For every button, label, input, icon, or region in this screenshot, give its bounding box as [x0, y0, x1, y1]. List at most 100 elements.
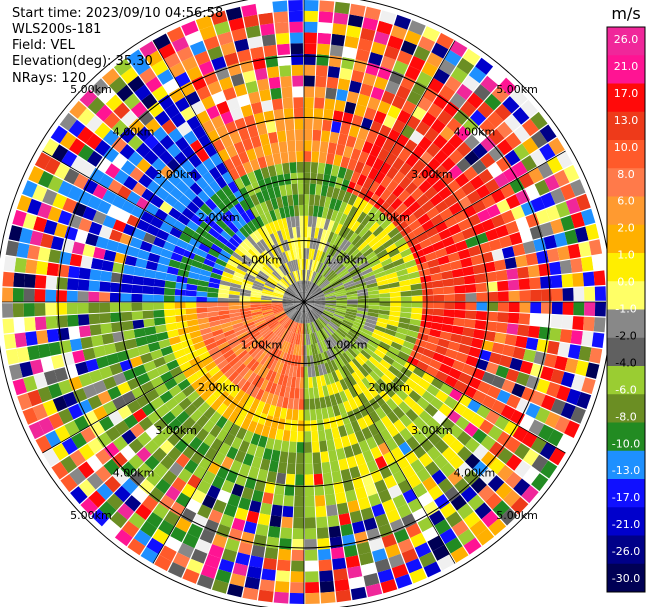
- gate-cell: [25, 331, 38, 346]
- gate-cell: [337, 402, 347, 415]
- gate-cell: [43, 448, 60, 467]
- gate-cell: [261, 293, 273, 297]
- gate-cell: [272, 153, 282, 165]
- gate-cell: [217, 341, 230, 351]
- gate-cell: [421, 372, 435, 384]
- gate-cell: [290, 238, 296, 250]
- gate-cell: [268, 131, 278, 144]
- gate-cell: [401, 464, 416, 479]
- gate-cell: [159, 545, 177, 562]
- gate-cell: [197, 317, 209, 325]
- gate-cell: [246, 566, 262, 579]
- gate-cell: [494, 103, 512, 121]
- gate-cell: [342, 319, 354, 327]
- gate-cell: [341, 412, 351, 425]
- gate-cell: [120, 461, 137, 478]
- gate-cell: [266, 318, 277, 326]
- gate-cell: [145, 202, 159, 216]
- gate-cell: [407, 355, 420, 367]
- gate-cell: [144, 455, 160, 471]
- gate-cell: [400, 296, 412, 302]
- gate-cell: [220, 214, 232, 226]
- gate-cell: [350, 420, 361, 433]
- gate-cell: [358, 260, 370, 270]
- gate-cell: [249, 331, 261, 340]
- gate-cell: [356, 257, 368, 267]
- gate-cell: [281, 317, 290, 326]
- gate-cell: [114, 485, 131, 503]
- gate-cell: [328, 175, 337, 188]
- gate-cell: [329, 44, 344, 57]
- gate-cell: [221, 184, 234, 198]
- gate-cell: [390, 197, 403, 211]
- gate-cell: [124, 338, 138, 350]
- gate-cell: [399, 279, 411, 287]
- gate-cell: [268, 427, 278, 440]
- gate-cell: [408, 271, 420, 280]
- gate-cell: [260, 342, 271, 353]
- gate-cell: [529, 277, 541, 290]
- gate-cell: [307, 270, 311, 281]
- gate-cell: [310, 248, 315, 260]
- gate-cell: [354, 254, 365, 264]
- gate-cell: [270, 335, 279, 346]
- gate-cell: [272, 305, 283, 309]
- gate-cell: [236, 215, 247, 227]
- gate-cell: [346, 91, 359, 104]
- gate-cell: [353, 395, 364, 408]
- gate-cell: [260, 502, 272, 516]
- gate-cell: [584, 302, 596, 316]
- gate-cell: [334, 286, 345, 292]
- gate-cell: [509, 357, 523, 372]
- gate-cell: [279, 65, 292, 77]
- gate-cell: [45, 276, 58, 289]
- gate-cell: [486, 204, 501, 218]
- gate-cell: [559, 329, 573, 344]
- gate-cell: [240, 531, 255, 545]
- gate-cell: [260, 297, 272, 301]
- gate-cell: [373, 329, 385, 337]
- gate-cell: [242, 223, 253, 235]
- gate-cell: [219, 280, 231, 287]
- gate-cell: [242, 453, 254, 467]
- gate-cell: [232, 562, 248, 577]
- gate-cell: [416, 467, 431, 483]
- gate-cell: [69, 449, 86, 467]
- gate-cell: [189, 40, 207, 56]
- gate-cell: [376, 213, 388, 226]
- gate-cell: [211, 267, 224, 276]
- gate-cell: [484, 93, 502, 111]
- gate-cell: [51, 461, 69, 480]
- gate-cell: [88, 221, 103, 236]
- gate-cell: [324, 268, 333, 278]
- gate-cell: [474, 273, 487, 284]
- gate-cell: [417, 213, 431, 226]
- gate-cell: [530, 111, 548, 130]
- gate-cell: [35, 260, 49, 275]
- gate-cell: [290, 172, 298, 184]
- gate-cell: [365, 154, 377, 168]
- gate-cell: [277, 339, 285, 351]
- gate-cell: [293, 302, 304, 304]
- gate-cell: [292, 271, 298, 282]
- gate-cell: [40, 356, 54, 372]
- gate-cell: [342, 112, 354, 125]
- gate-cell: [455, 352, 469, 364]
- gate-cell: [188, 324, 200, 333]
- gate-cell: [418, 268, 431, 277]
- gate-cell: [457, 218, 472, 232]
- gate-cell: [225, 144, 238, 158]
- gate-cell: [557, 245, 571, 261]
- gate-cell: [397, 351, 410, 361]
- gate-cell: [185, 296, 197, 302]
- gate-cell: [307, 281, 312, 292]
- gate-cell: [306, 323, 310, 335]
- gate-cell: [314, 86, 326, 99]
- gate-cell: [174, 97, 190, 112]
- gate-cell: [323, 108, 334, 121]
- gate-cell: [549, 261, 562, 275]
- gate-cell: [269, 233, 278, 245]
- gate-cell: [390, 296, 402, 302]
- gate-cell: [430, 322, 443, 331]
- gate-cell: [178, 194, 192, 207]
